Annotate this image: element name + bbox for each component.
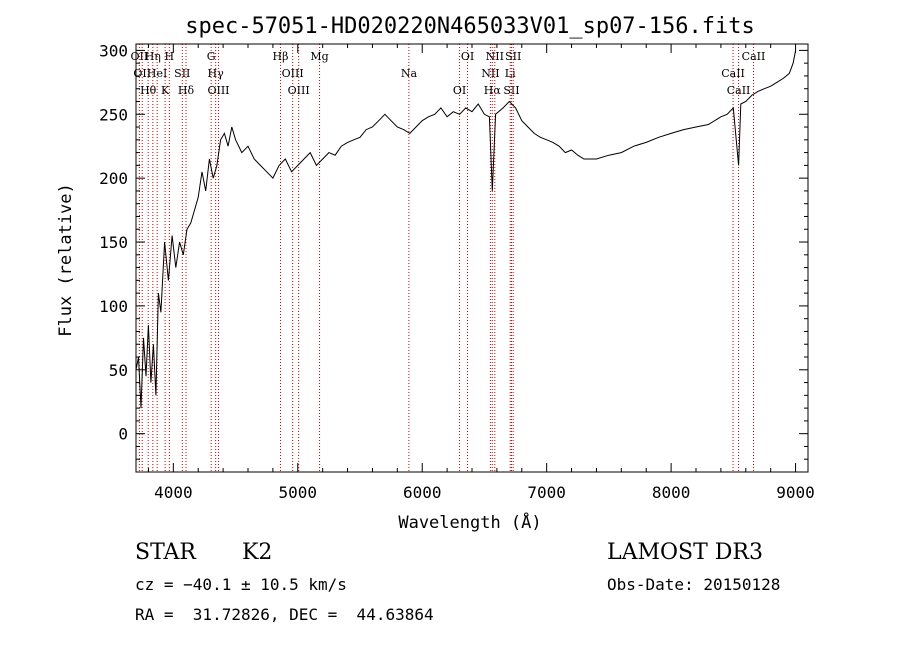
- y-tick-label: 200: [99, 169, 128, 188]
- redshift-text: cz = −40.1 ± 10.5 km/s: [135, 575, 347, 594]
- line-label: NII: [481, 67, 499, 80]
- plot-frame: [135, 43, 809, 473]
- line-label: OIII: [288, 84, 310, 97]
- y-tick-label: 100: [99, 297, 128, 316]
- y-axis-label: Flux (relative): [56, 183, 76, 337]
- line-label: Mg: [310, 50, 328, 63]
- line-label: Hη: [145, 50, 161, 63]
- line-label: H: [165, 50, 175, 63]
- line-label: HeI: [147, 67, 167, 80]
- x-tick-label: 9000: [776, 483, 815, 502]
- line-label: OII: [131, 50, 149, 63]
- y-tick-label: 250: [99, 105, 128, 124]
- line-label: Hθ: [140, 84, 157, 97]
- x-tick-label: 8000: [652, 483, 691, 502]
- object-subclass: K2: [242, 540, 273, 565]
- line-label: CaII: [721, 67, 745, 80]
- y-tick-label: 300: [99, 41, 128, 60]
- chart-title: spec-57051-HD020220N465033V01_sp07-156.f…: [185, 14, 755, 39]
- line-label: Hα: [484, 84, 502, 97]
- line-label: G: [207, 50, 216, 63]
- line-label: OI: [453, 84, 466, 97]
- line-label: CaII: [742, 50, 766, 63]
- line-label: CaII: [727, 84, 751, 97]
- obs-date-text: Obs-Date: 20150128: [607, 575, 781, 594]
- coordinates-text: RA = 31.72826, DEC = 44.63864: [135, 605, 434, 624]
- line-label: Hβ: [273, 50, 289, 63]
- y-tick-label: 50: [109, 361, 128, 380]
- survey-name: LAMOST DR3: [607, 540, 763, 565]
- x-axis-label: Wavelength (Å): [398, 511, 541, 533]
- line-label: Na: [401, 67, 418, 80]
- x-tick-label: 4000: [154, 483, 193, 502]
- line-label: OI: [461, 50, 474, 63]
- x-tick-label: 5000: [279, 483, 318, 502]
- line-label: Hγ: [208, 67, 225, 80]
- line-label: Hδ: [178, 84, 195, 97]
- y-tick-label: 150: [99, 233, 128, 252]
- spectral-line-markers: OII OII Hθ Hη HeI K H SII Hδ G Hγ OIII Hβ OIII OIII Mg N…: [131, 44, 766, 472]
- line-label: NII: [486, 50, 504, 63]
- x-tick-label: 7000: [527, 483, 566, 502]
- line-label: OII: [133, 67, 151, 80]
- line-label: OIII: [282, 67, 304, 80]
- plot-axes: 4000 5000 6000 7000 8000 9000 0 50 100 150 200 250 3…: [99, 41, 815, 502]
- line-label: OIII: [207, 84, 229, 97]
- line-label: SII: [505, 50, 521, 63]
- x-tick-label: 6000: [403, 483, 442, 502]
- line-label: SII: [503, 84, 519, 97]
- y-tick-label: 0: [118, 425, 128, 444]
- object-class: STAR: [135, 540, 196, 565]
- spectrum-line: [135, 50, 797, 409]
- line-label: Li: [505, 67, 516, 80]
- spectrum-series: [135, 50, 797, 409]
- line-label: K: [161, 84, 170, 97]
- line-label: SII: [174, 67, 190, 80]
